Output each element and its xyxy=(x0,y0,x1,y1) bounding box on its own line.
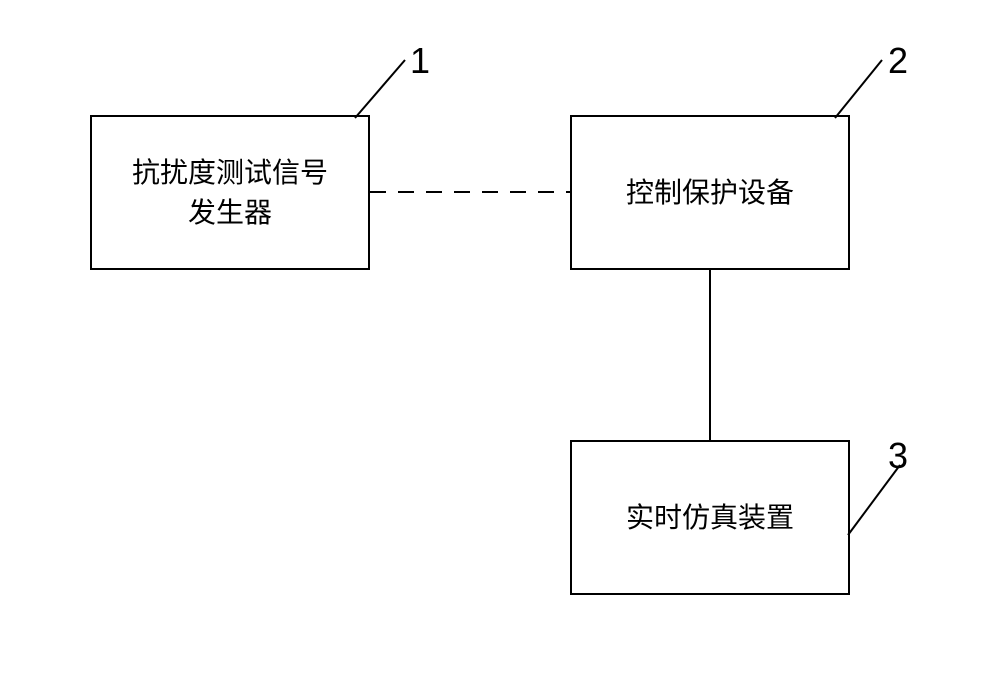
box-immunity-generator: 抗扰度测试信号 发生器 xyxy=(90,115,370,270)
leader-line-2 xyxy=(0,0,1000,700)
leader-line-3 xyxy=(0,0,1000,700)
edge-dashed-horizontal xyxy=(0,0,1000,700)
box-realtime-simulation: 实时仿真装置 xyxy=(570,440,850,595)
box-label: 控制保护设备 xyxy=(626,173,794,212)
box-text-line2: 发生器 xyxy=(188,197,272,228)
box-text-line1: 抗扰度测试信号 xyxy=(132,157,328,188)
box-label: 抗扰度测试信号 发生器 xyxy=(132,153,328,231)
edge-solid-vertical xyxy=(0,0,1000,700)
block-diagram: 抗扰度测试信号 发生器 1 控制保护设备 2 实时仿真装置 3 xyxy=(0,0,1000,700)
box-text-line1: 控制保护设备 xyxy=(626,177,794,208)
box-label: 实时仿真装置 xyxy=(626,498,794,537)
leader-line-1 xyxy=(0,0,1000,700)
box-control-protection: 控制保护设备 xyxy=(570,115,850,270)
number-label-2: 2 xyxy=(888,40,908,82)
number-label-3: 3 xyxy=(888,435,908,477)
number-label-1: 1 xyxy=(410,40,430,82)
box-text-line1: 实时仿真装置 xyxy=(626,502,794,533)
